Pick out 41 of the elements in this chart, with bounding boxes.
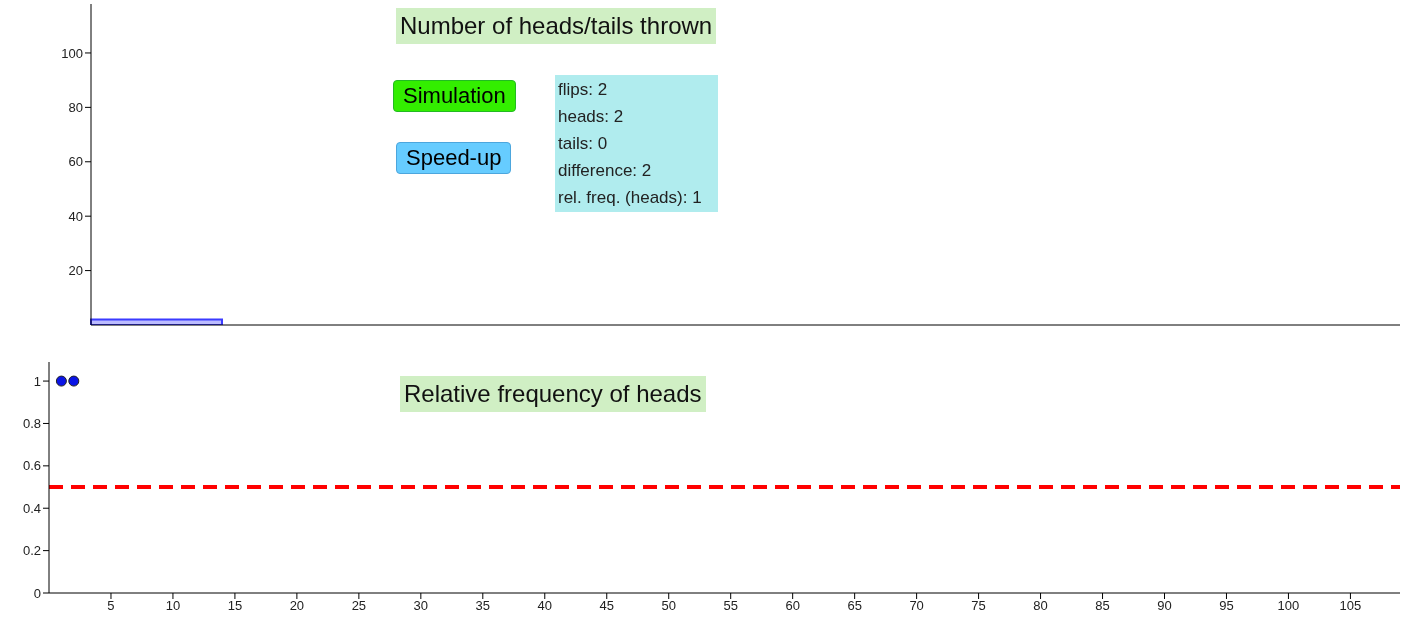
x-tick-label: 40 — [537, 598, 553, 614]
x-tick-label: 65 — [847, 598, 862, 614]
chart-title: Number of heads/tails thrown — [396, 8, 717, 44]
x-tick-label: 55 — [723, 598, 738, 614]
annotation: Speed-up — [396, 142, 512, 174]
x-tick-label: 10 — [165, 598, 181, 614]
x-tick-label: 80 — [1033, 598, 1048, 614]
text: Relative frequency of heads — [400, 376, 706, 412]
x-tick-label: 15 — [227, 598, 243, 614]
x-tick-label: 100 — [1277, 598, 1300, 614]
annotation: heads: 2 — [558, 106, 625, 128]
y-tick-label: 1 — [33, 373, 41, 389]
annotation: rel. freq. (heads): 1 — [558, 187, 703, 209]
y-tick-label: 60 — [68, 154, 83, 170]
y-tick-label: 100 — [61, 45, 83, 61]
x-tick-label: 25 — [351, 598, 367, 614]
x-tick-label: 75 — [971, 598, 986, 614]
y-tick-label: 40 — [68, 208, 83, 224]
y-tick-label: 0.2 — [22, 543, 41, 559]
x-tick-label: 70 — [909, 598, 924, 614]
x-tick-label: 60 — [785, 598, 800, 614]
x-tick-label: 30 — [413, 598, 429, 614]
annotation: difference: 2 — [558, 160, 653, 182]
y-tick-label: 0.4 — [22, 500, 41, 516]
annotation: Simulation — [393, 80, 516, 112]
y-tick-label: 20 — [68, 263, 83, 279]
y-tick-label: 0 — [33, 585, 41, 601]
annotation: tails: 0 — [558, 133, 609, 155]
x-tick-label: 45 — [599, 598, 614, 614]
x-tick-label: 50 — [661, 598, 676, 614]
x-tick-label: 5 — [107, 598, 115, 614]
annotation: flips: 2 — [558, 79, 609, 101]
x-tick-label: 20 — [289, 598, 305, 614]
x-tick-label: 35 — [475, 598, 491, 614]
x-tick-label: 95 — [1219, 598, 1234, 614]
x-tick-label: 90 — [1157, 598, 1172, 614]
x-tick-label: 105 — [1339, 598, 1362, 614]
y-tick-label: 0.6 — [22, 458, 41, 474]
y-tick-label: 80 — [68, 99, 83, 115]
y-tick-label: 0.8 — [22, 416, 41, 432]
x-tick-label: 85 — [1095, 598, 1110, 614]
